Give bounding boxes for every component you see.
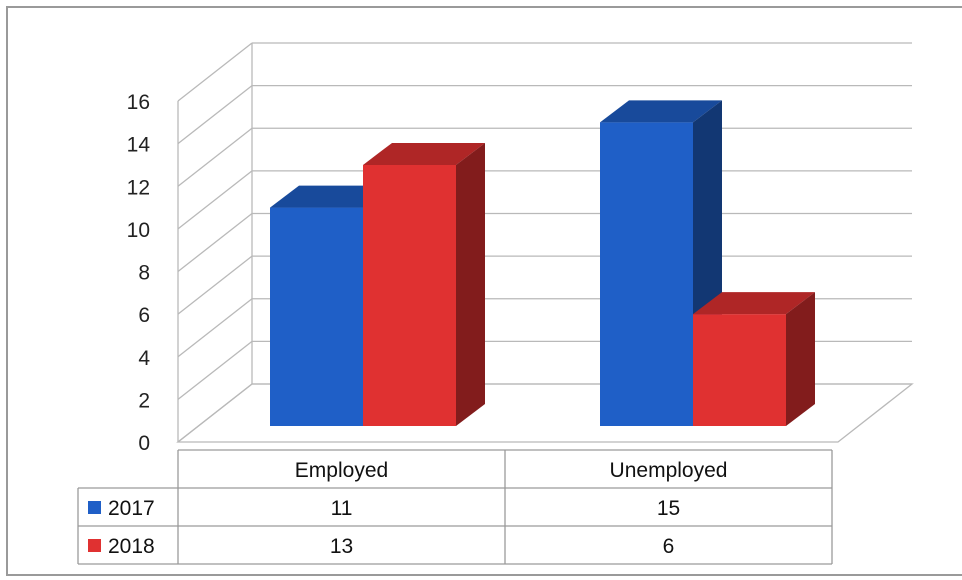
side-wall-gridline [177, 127, 253, 187]
bar-top [693, 292, 815, 315]
legend-label: 2017 [108, 497, 155, 520]
bar-front [363, 164, 456, 426]
data-label: 6 [663, 535, 675, 558]
bar-side [456, 142, 485, 426]
side-wall-gridline [177, 255, 253, 315]
chart-floor [176, 383, 914, 443]
y-axis-tick-label: 8 [138, 262, 150, 285]
side-wall-gridline [177, 170, 253, 230]
y-axis-tick-label: 0 [138, 432, 150, 455]
bar-front [693, 314, 786, 426]
y-axis-tick-label: 4 [138, 347, 150, 370]
data-label: 11 [331, 497, 353, 520]
bar-front [600, 122, 693, 426]
bar-front [270, 207, 363, 426]
bar-top [600, 100, 722, 123]
bar-top [270, 185, 392, 208]
bar-top [363, 142, 485, 165]
legend-swatch [88, 501, 101, 514]
y-axis-tick-label: 2 [138, 389, 150, 412]
legend-swatch [88, 539, 101, 552]
legend-label: 2018 [108, 535, 155, 558]
side-wall-gridline [177, 298, 253, 358]
bar-side [786, 292, 815, 426]
y-axis-tick-label: 6 [138, 304, 150, 327]
data-label: 15 [657, 497, 680, 520]
y-axis-tick-label: 16 [127, 91, 150, 114]
category-label: Employed [295, 459, 388, 482]
side-wall-gridline [177, 42, 253, 102]
category-label: Unemployed [610, 459, 728, 482]
y-axis-tick-label: 12 [127, 176, 150, 199]
side-wall-gridline [177, 340, 253, 400]
y-axis-tick-label: 14 [127, 134, 151, 157]
side-wall-gridline [177, 212, 253, 273]
side-wall-gridline [177, 85, 253, 145]
y-axis-tick-label: 10 [127, 219, 150, 242]
data-label: 13 [330, 535, 353, 558]
